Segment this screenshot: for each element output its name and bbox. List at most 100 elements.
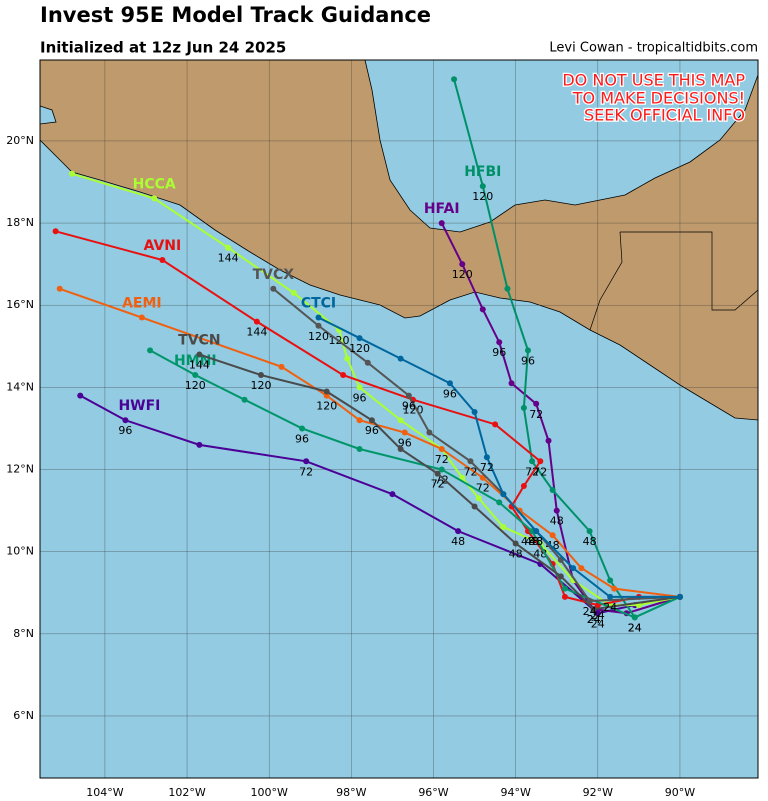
track-point xyxy=(590,606,597,613)
track-point xyxy=(438,466,445,473)
hour-label: 48 xyxy=(550,515,564,528)
x-tick-label: 94°W xyxy=(500,786,530,799)
hour-label: 120 xyxy=(250,379,271,392)
track-point xyxy=(315,322,322,329)
track-point xyxy=(631,614,638,621)
border xyxy=(620,231,758,311)
track-point xyxy=(459,474,466,481)
hour-label: 120 xyxy=(349,342,370,355)
track-point xyxy=(549,532,556,539)
hour-label: 96 xyxy=(295,432,309,445)
track-point xyxy=(459,261,466,268)
x-tick-label: 98°W xyxy=(336,786,366,799)
track-point xyxy=(512,540,519,547)
track-point xyxy=(253,318,260,325)
hour-label: 120 xyxy=(308,330,329,343)
credit: Levi Cowan - tropicaltidbits.com xyxy=(549,41,758,56)
hour-label: 96 xyxy=(353,391,367,404)
track-point xyxy=(147,347,154,354)
hour-label: 120 xyxy=(316,400,337,413)
hour-label: 48 xyxy=(451,535,465,548)
hour-label: 72 xyxy=(463,465,477,478)
track-point xyxy=(504,285,511,292)
track-point xyxy=(397,445,404,452)
subtitle: Initialized at 12z Jun 24 2025 xyxy=(40,39,286,57)
track-point xyxy=(676,593,683,600)
hour-label: 96 xyxy=(492,346,506,359)
track-point xyxy=(520,482,527,489)
track-point xyxy=(537,458,544,465)
hour-label: 24 xyxy=(603,601,617,614)
track-point xyxy=(483,454,490,461)
track-point xyxy=(533,400,540,407)
track-point xyxy=(500,524,507,531)
track-point xyxy=(159,257,166,264)
track-point xyxy=(257,372,264,379)
x-tick-label: 92°W xyxy=(583,786,613,799)
hour-label: 24 xyxy=(587,613,601,626)
hour-label: 48 xyxy=(529,535,543,548)
hour-label: 96 xyxy=(443,387,457,400)
track-point xyxy=(561,585,568,592)
track-point xyxy=(356,384,363,391)
track-point xyxy=(138,314,145,321)
land-mass xyxy=(40,60,758,421)
warning: SEEK OFFICIAL INFO xyxy=(584,106,745,125)
track-point xyxy=(323,392,330,399)
hour-label: 96 xyxy=(118,424,132,437)
track-point xyxy=(56,285,63,292)
track-point xyxy=(607,577,614,584)
track-point xyxy=(356,335,363,342)
track-point xyxy=(508,380,515,387)
frame xyxy=(39,59,759,779)
hour-label: 144 xyxy=(218,252,239,265)
track-point xyxy=(471,409,478,416)
track-point xyxy=(496,339,503,346)
x-tick-label: 100°W xyxy=(251,786,288,799)
track-point xyxy=(455,528,462,535)
hour-label: 72 xyxy=(480,461,494,474)
track-point xyxy=(192,372,199,379)
y-tick-label: 14°N xyxy=(6,380,34,393)
track-point xyxy=(553,507,560,514)
track-point xyxy=(500,491,507,498)
hour-label: 72 xyxy=(529,408,543,421)
track-point xyxy=(533,528,540,535)
track-line xyxy=(440,222,681,615)
hour-label: 24 xyxy=(628,621,642,634)
track-point xyxy=(340,372,347,379)
x-tick-label: 104°W xyxy=(86,786,123,799)
track-point xyxy=(303,458,310,465)
track-point xyxy=(438,445,445,452)
track-point xyxy=(77,392,84,399)
track-point xyxy=(151,195,158,202)
hour-label: 120 xyxy=(185,379,206,392)
track-point xyxy=(496,499,503,506)
track-point xyxy=(479,183,486,190)
track-point xyxy=(611,585,618,592)
track-point xyxy=(586,597,593,604)
y-tick-label: 20°N xyxy=(6,134,34,147)
track-point xyxy=(549,487,556,494)
track-name: AEMI xyxy=(122,296,162,312)
track-name: CTCI xyxy=(301,296,336,312)
track-point xyxy=(401,429,408,436)
track-point xyxy=(570,565,577,572)
track-point xyxy=(278,363,285,370)
track-point xyxy=(586,528,593,535)
hour-label: 48 xyxy=(583,535,597,548)
hour-label: 96 xyxy=(402,400,416,413)
track-point xyxy=(397,355,404,362)
track-point xyxy=(561,593,568,600)
track-point xyxy=(545,437,552,444)
track-point xyxy=(434,470,441,477)
hour-label: 48 xyxy=(521,535,535,548)
y-tick-label: 6°N xyxy=(13,709,34,722)
track-point xyxy=(69,170,76,177)
hour-label: 72 xyxy=(435,453,449,466)
track-point xyxy=(471,503,478,510)
track-point xyxy=(451,76,458,83)
track-point xyxy=(290,289,297,296)
y-tick-label: 18°N xyxy=(6,216,34,229)
